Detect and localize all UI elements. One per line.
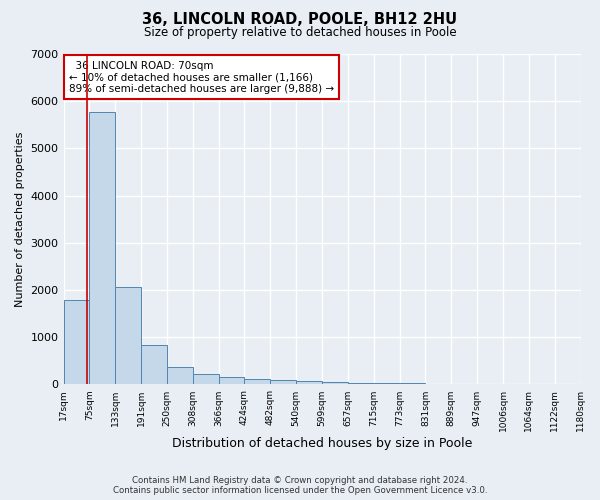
Text: 36, LINCOLN ROAD, POOLE, BH12 2HU: 36, LINCOLN ROAD, POOLE, BH12 2HU bbox=[142, 12, 458, 28]
Bar bbox=[296, 382, 322, 384]
Text: Contains HM Land Registry data © Crown copyright and database right 2024.
Contai: Contains HM Land Registry data © Crown c… bbox=[113, 476, 487, 495]
Bar bbox=[374, 383, 400, 384]
Bar bbox=[193, 374, 218, 384]
Text: 36 LINCOLN ROAD: 70sqm
← 10% of detached houses are smaller (1,166)
89% of semi-: 36 LINCOLN ROAD: 70sqm ← 10% of detached… bbox=[69, 60, 334, 94]
X-axis label: Distribution of detached houses by size in Poole: Distribution of detached houses by size … bbox=[172, 437, 472, 450]
Bar bbox=[271, 380, 296, 384]
Y-axis label: Number of detached properties: Number of detached properties bbox=[15, 132, 25, 307]
Bar bbox=[218, 377, 244, 384]
Bar bbox=[89, 112, 115, 384]
Text: Size of property relative to detached houses in Poole: Size of property relative to detached ho… bbox=[143, 26, 457, 39]
Bar bbox=[348, 382, 374, 384]
Bar bbox=[141, 346, 167, 385]
Bar bbox=[322, 382, 348, 384]
Bar bbox=[115, 287, 141, 384]
Bar bbox=[167, 366, 193, 384]
Bar bbox=[244, 380, 271, 384]
Bar bbox=[64, 300, 89, 384]
